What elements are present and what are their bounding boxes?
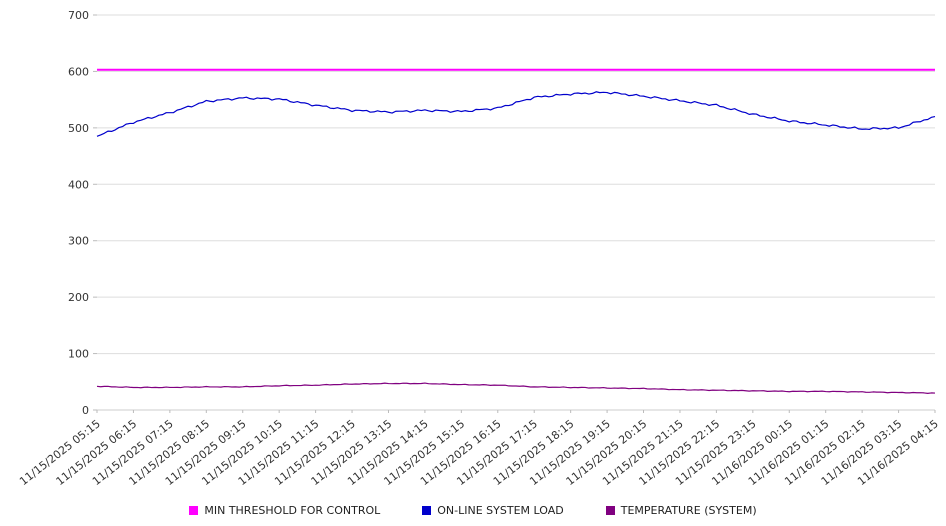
gridlines <box>93 14 935 411</box>
svg-text:0: 0 <box>82 404 89 417</box>
legend-item-system-load: ON-LINE SYSTEM LOAD <box>422 504 564 517</box>
svg-text:700: 700 <box>68 9 89 22</box>
legend-swatch-system-load-icon <box>422 506 432 515</box>
svg-text:500: 500 <box>68 122 89 135</box>
svg-text:100: 100 <box>68 348 89 361</box>
svg-text:400: 400 <box>68 178 89 191</box>
legend-label-min-threshold: MIN THRESHOLD FOR CONTROL <box>204 504 381 517</box>
series-line-2 <box>96 382 936 394</box>
legend-item-min-threshold: MIN THRESHOLD FOR CONTROL <box>189 504 380 517</box>
svg-text:300: 300 <box>68 235 89 248</box>
chart-legend: MIN THRESHOLD FOR CONTROL ON-LINE SYSTEM… <box>0 504 946 517</box>
legend-label-system-load: ON-LINE SYSTEM LOAD <box>437 504 564 517</box>
legend-swatch-min-threshold-icon <box>189 506 199 515</box>
legend-label-temperature: TEMPERATURE (SYSTEM) <box>620 504 757 517</box>
series-line-1 <box>96 91 936 137</box>
y-axis-labels: 0 100 200 300 400 500 600 700 <box>68 9 89 417</box>
legend-item-temperature: TEMPERATURE (SYSTEM) <box>605 504 757 517</box>
legend-swatch-temperature-icon <box>605 506 615 515</box>
svg-text:600: 600 <box>68 65 89 78</box>
svg-text:200: 200 <box>68 291 89 304</box>
